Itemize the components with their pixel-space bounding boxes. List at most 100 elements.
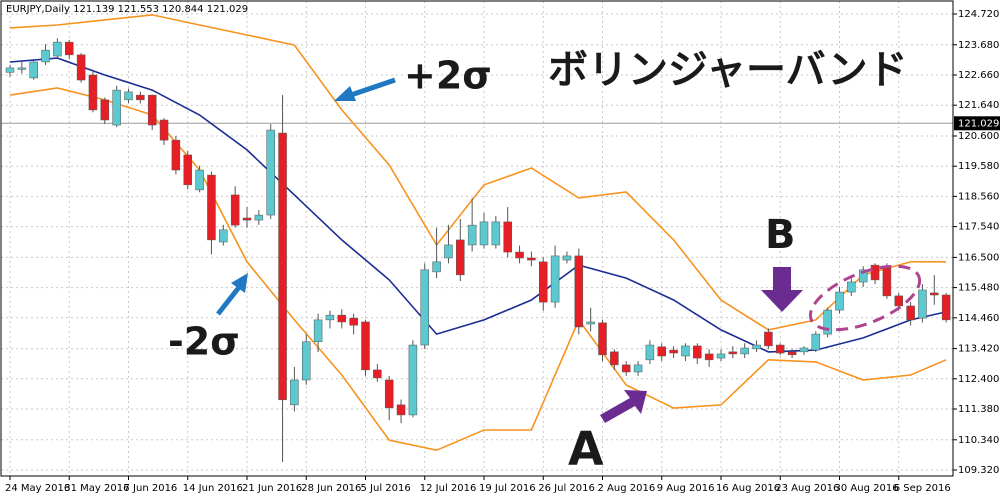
candle-body	[467, 224, 477, 246]
annotation: ボリンジャーバンド	[548, 47, 908, 93]
candle-body	[823, 309, 832, 335]
highlight-ellipse	[808, 264, 922, 332]
candle-body	[349, 317, 358, 326]
x-tick-label: 16 Aug 2016	[716, 483, 780, 494]
candle-body	[171, 139, 181, 171]
candle-body	[918, 289, 927, 319]
x-tick-label: 31 May 2016	[64, 483, 129, 494]
candle-body	[361, 321, 370, 371]
x-tick-label: 19 Jul 2016	[479, 483, 536, 494]
y-tick-label: 120.600	[958, 131, 999, 142]
candle-body	[515, 251, 524, 259]
candle-body	[621, 364, 631, 373]
candle-body	[53, 41, 62, 57]
candle-body	[716, 353, 726, 359]
candle-body	[29, 61, 38, 79]
y-tick-label: 118.560	[958, 191, 999, 202]
candle-body	[693, 345, 702, 359]
y-tick-label: 117.540	[958, 222, 999, 233]
candle-body	[136, 94, 145, 101]
candle-body	[420, 269, 429, 346]
y-tick-label: 112.400	[958, 374, 999, 385]
candle-body	[776, 344, 785, 354]
x-tick-label: 21 Jun 2016	[242, 483, 302, 494]
candle-body	[219, 229, 228, 243]
x-tick-label: 30 Aug 2016	[835, 483, 899, 494]
upper-band	[9, 14, 947, 331]
x-tick-label: 7 Jun 2016	[124, 483, 178, 494]
y-tick-label: 116.500	[958, 252, 999, 263]
candle-body	[598, 322, 607, 356]
candle-body	[325, 314, 335, 321]
candle-body	[290, 379, 299, 406]
candle-body	[266, 129, 275, 216]
candle-body	[728, 351, 738, 355]
y-tick-label: 114.460	[958, 313, 999, 324]
candle-body	[562, 255, 572, 261]
candle-body	[894, 295, 903, 307]
candle-body	[337, 314, 347, 323]
candle-body	[100, 99, 110, 121]
candle-body	[858, 269, 868, 283]
candle-body	[610, 351, 619, 366]
candle-body	[669, 349, 678, 354]
candle-body	[65, 41, 74, 56]
candle-body	[88, 74, 98, 111]
candle-body	[5, 67, 15, 73]
candle-body	[278, 132, 287, 401]
candle-body	[657, 346, 666, 357]
candle-body	[882, 267, 892, 297]
y-tick-label: 119.580	[958, 161, 999, 172]
candle-body	[302, 341, 311, 381]
candle-body	[456, 239, 465, 276]
y-tick-label: 121.640	[958, 100, 999, 111]
candle-body	[835, 291, 844, 311]
y-tick-label: 122.660	[958, 70, 999, 81]
candle-body	[159, 119, 169, 141]
y-tick-label: 113.420	[958, 344, 999, 355]
candle-body	[195, 169, 204, 191]
x-tick-label: 24 May 2016	[5, 483, 70, 494]
candle-body	[906, 305, 915, 321]
candle-body	[147, 94, 157, 126]
candle-body	[183, 154, 192, 186]
candle-body	[503, 221, 512, 253]
candle-body	[633, 364, 643, 373]
candle-body	[41, 49, 50, 63]
candle-body	[396, 404, 406, 416]
candle-body	[740, 347, 749, 355]
candle-body	[930, 292, 939, 296]
candle-body	[550, 255, 560, 303]
candle-body	[242, 217, 252, 221]
annotation: +2σ	[404, 54, 492, 98]
annotation: B	[765, 212, 796, 258]
x-tick-label: 28 Jun 2016	[301, 483, 361, 494]
x-tick-label: 9 Aug 2016	[657, 483, 715, 494]
candle-body	[384, 379, 394, 409]
candle-body	[752, 344, 761, 350]
candle-body	[941, 294, 951, 321]
candle-body	[491, 221, 501, 246]
annotation: -2σ	[168, 320, 240, 364]
candle-body	[373, 369, 382, 379]
candle-body	[313, 319, 323, 343]
candle-body	[112, 89, 121, 126]
chart-header: EURJPY,Daily 121.139 121.553 120.844 121…	[6, 4, 248, 15]
x-tick-label: 6 Sep 2016	[894, 483, 951, 494]
candle-body	[479, 221, 489, 246]
candles	[5, 38, 951, 463]
arrow-a	[600, 390, 647, 423]
y-tick-label: 115.480	[958, 283, 999, 294]
candle-body	[254, 214, 264, 221]
arrow-b	[761, 267, 803, 312]
candle-body	[799, 347, 809, 353]
x-tick-label: 14 Jun 2016	[183, 483, 243, 494]
candle-body	[586, 321, 595, 325]
y-tick-label: 109.320	[958, 465, 999, 476]
x-tick-label: 12 Jul 2016	[420, 483, 477, 494]
arrow-lower	[216, 273, 248, 316]
candle-body	[574, 255, 584, 328]
